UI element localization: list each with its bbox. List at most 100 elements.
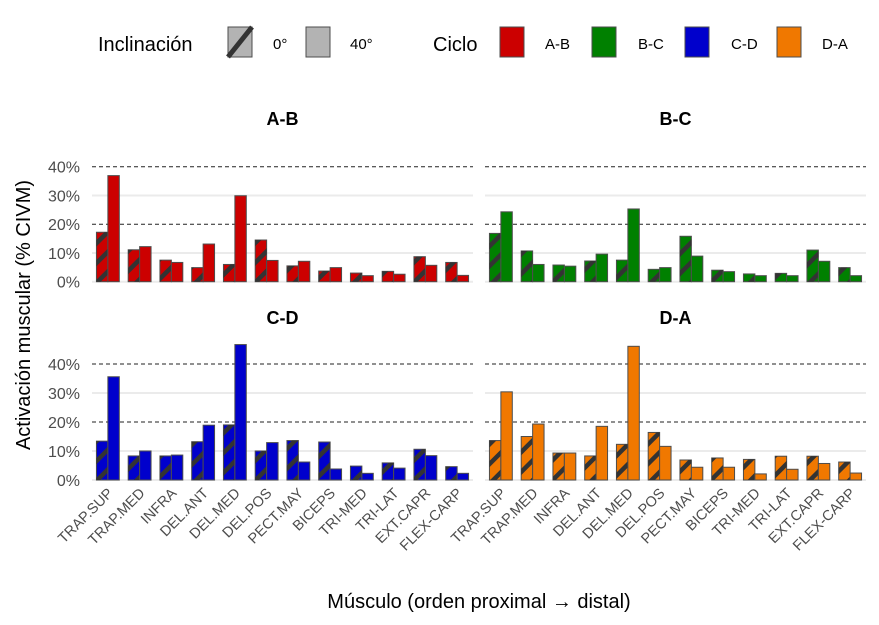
bar-flex-carp-40deg xyxy=(849,275,863,283)
bar-hatch-ext-capr xyxy=(806,456,819,480)
bar-hatch-del-ant xyxy=(584,261,597,282)
bar-hatch-del-pos xyxy=(648,432,660,480)
bar-infra-40deg xyxy=(563,452,577,481)
bar-trap-med-40deg xyxy=(532,263,545,283)
legend-key-d-a: D-A xyxy=(776,26,848,58)
bar-hatch-ext-capr xyxy=(413,256,426,282)
bar-hatch-trap-sup xyxy=(96,232,108,282)
bar-del-pos-40deg xyxy=(659,445,672,481)
bar-hatch-pect-may xyxy=(286,265,299,282)
y-axis-title: Activación muscular (% CIVM) xyxy=(13,180,35,450)
bar-hatch-tri-med xyxy=(350,466,362,480)
bar-hatch-del-ant xyxy=(584,455,597,480)
bar-hatch-biceps xyxy=(318,271,331,282)
bar-hatch-trap-med xyxy=(128,249,140,282)
bar-tri-lat-40deg xyxy=(786,275,799,283)
bar-del-ant-40deg xyxy=(595,253,609,283)
bar-pect-may-40deg xyxy=(690,255,704,283)
panel-title: B-C xyxy=(660,109,692,129)
legend-label-a-b: A-B xyxy=(545,36,570,53)
bar-hatch-flex-carp xyxy=(445,466,458,480)
bar-pect-may-40deg xyxy=(297,461,311,481)
panel-a-b: A-B 0% 10% 20% 30% 40% xyxy=(48,109,473,292)
bar-hatch-trap-sup xyxy=(489,440,501,480)
bar-biceps-40deg xyxy=(722,271,736,283)
bar-hatch-del-pos xyxy=(255,240,267,282)
bar-pect-may-40deg xyxy=(690,466,704,481)
bar-hatch-tri-med xyxy=(350,273,362,282)
bar-tri-med-40deg xyxy=(754,275,767,283)
legend-title-inclinacion: Inclinación xyxy=(98,34,193,56)
legend-swatch-40deg xyxy=(305,26,331,58)
panel-c-d: C-D0%10%20%30%40%TRAP.SUPTRAP.MEDINFRADE… xyxy=(48,308,473,554)
legend-key-c-d: C-D xyxy=(684,26,758,58)
bar-hatch-flex-carp xyxy=(445,262,458,282)
bar-trap-sup-40deg xyxy=(107,175,120,283)
bar-hatch-trap-sup xyxy=(489,233,501,282)
bar-tri-lat-40deg xyxy=(786,468,799,481)
bar-biceps-40deg xyxy=(329,267,343,283)
bar-hatch-infra xyxy=(159,260,172,282)
bar-hatch-del-ant xyxy=(191,267,204,282)
bar-hatch-tri-med xyxy=(743,459,755,480)
bar-hatch-trap-med xyxy=(128,455,140,480)
y-tick-label: 20% xyxy=(48,415,80,432)
legend-key-40deg: 40° xyxy=(305,26,373,58)
legend-label-40deg: 40° xyxy=(350,36,373,53)
legend-label-d-a: D-A xyxy=(822,36,848,53)
bar-hatch-ext-capr xyxy=(806,250,819,282)
bar-hatch-biceps xyxy=(318,442,331,480)
y-tick-label: 0% xyxy=(57,275,80,292)
bar-hatch-tri-lat xyxy=(775,273,787,282)
bar-hatch-trap-med xyxy=(521,436,533,480)
bar-hatch-tri-lat xyxy=(382,462,394,480)
bar-trap-sup-40deg xyxy=(500,211,513,283)
bar-del-ant-40deg xyxy=(595,425,609,481)
bar-hatch-del-ant xyxy=(191,441,204,480)
y-tick-label: 40% xyxy=(48,357,80,374)
legend-swatch-b-c xyxy=(591,26,617,58)
legend-title-ciclo: Ciclo xyxy=(433,34,477,56)
legend-swatch-d-a xyxy=(776,26,802,58)
legend-label-0deg: 0° xyxy=(273,36,287,53)
y-tick-label: 10% xyxy=(48,246,80,263)
legend-key-a-b: A-B xyxy=(499,26,570,58)
bar-biceps-40deg xyxy=(722,466,736,481)
legend-label-b-c: B-C xyxy=(638,36,664,53)
bar-del-ant-40deg xyxy=(202,243,216,283)
legend-key-b-c: B-C xyxy=(591,26,664,58)
bar-hatch-pect-may xyxy=(679,459,692,480)
bar-hatch-del-med xyxy=(223,264,235,282)
bar-trap-med-40deg xyxy=(139,246,152,283)
bar-del-pos-40deg xyxy=(659,267,672,283)
y-tick-label: 30% xyxy=(48,386,80,403)
bar-tri-med-40deg xyxy=(754,473,767,481)
bar-infra-40deg xyxy=(170,454,184,481)
panel-d-a: D-ATRAP.SUPTRAP.MEDINFRADEL.ANTDEL.MEDDE… xyxy=(448,308,866,554)
panel-title: A-B xyxy=(267,109,299,129)
bar-biceps-40deg xyxy=(329,468,343,481)
bar-hatch-del-med xyxy=(616,260,628,282)
bar-tri-lat-40deg xyxy=(393,273,406,283)
bar-ext-capr-40deg xyxy=(424,264,438,283)
y-tick-label: 40% xyxy=(48,160,80,177)
bar-hatch-trap-sup xyxy=(96,441,108,480)
bar-hatch-biceps xyxy=(711,270,724,282)
panel-title: C-D xyxy=(267,308,299,328)
legend-hatch-stroke xyxy=(226,25,254,59)
bar-hatch-trap-med xyxy=(521,250,533,282)
bar-del-med-40deg xyxy=(234,344,247,481)
bar-del-med-40deg xyxy=(627,208,640,283)
bar-hatch-infra xyxy=(159,455,172,480)
bar-trap-sup-40deg xyxy=(500,391,513,481)
bar-tri-med-40deg xyxy=(361,472,374,481)
bar-hatch-pect-may xyxy=(679,236,692,282)
bar-hatch-ext-capr xyxy=(413,449,426,480)
facet-panels: A-B0%10%20%30%40%B-CC-D0%10%20%30%40%TRA… xyxy=(48,109,866,554)
y-tick-label: 20% xyxy=(48,217,80,234)
x-axis-title: Músculo (orden proximal → distal) xyxy=(327,591,630,613)
legend-swatch-a-b xyxy=(499,26,525,58)
y-tick-label: 30% xyxy=(48,188,80,205)
bar-trap-sup-40deg xyxy=(107,376,120,481)
